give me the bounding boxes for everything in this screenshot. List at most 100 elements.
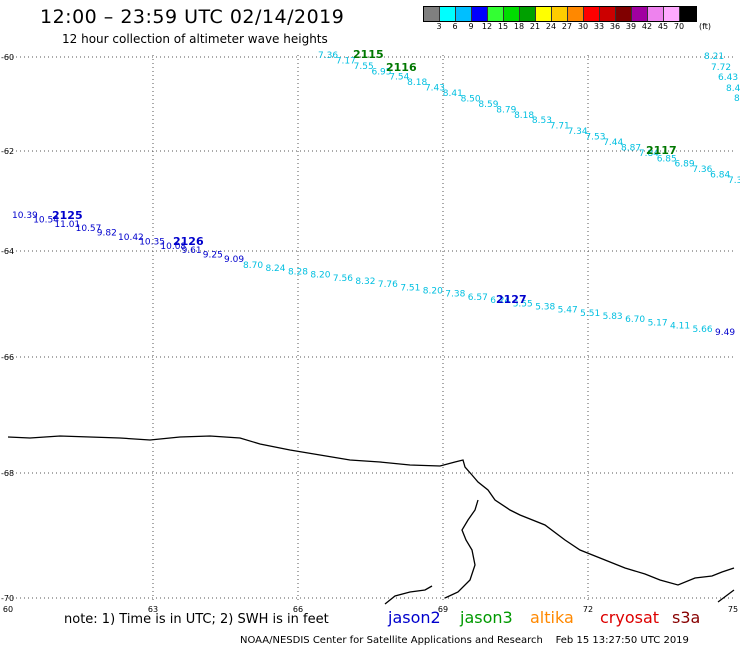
colorbar-swatch — [536, 7, 552, 21]
pass-number-label: 2126 — [173, 235, 204, 248]
wave-height-value: 5.55 — [513, 299, 533, 309]
wave-height-value: 7.38 — [445, 290, 465, 300]
colorbar-unit: (ft) — [698, 22, 712, 31]
colorbar-tick-label: 70 — [673, 22, 685, 31]
wave-height-value: 6.24 — [490, 296, 510, 306]
colorbar-tick-label: 15 — [497, 22, 509, 31]
wave-height-value: 8.21 — [704, 52, 724, 62]
wave-height-value: 10.42 — [118, 233, 144, 243]
page-title: 12:00 – 23:59 UTC 02/14/2019 — [40, 6, 345, 28]
latitude-label: -64 — [1, 247, 14, 256]
wave-height-value: 6.84 — [710, 171, 730, 181]
footer-note: note: 1) Time is in UTC; 2) SWH is in fe… — [64, 612, 329, 627]
wave-height-value: 7.72 — [711, 63, 731, 73]
colorbar-tick-label: 18 — [513, 22, 525, 31]
wave-height-value: 8.24 — [265, 264, 285, 274]
colorbar-swatch — [568, 7, 584, 21]
wave-height-value: 6.89 — [675, 160, 695, 170]
page-subtitle: 12 hour collection of altimeter wave hei… — [62, 32, 328, 46]
wave-height-value: 8.18 — [514, 111, 534, 121]
coastline-fragment — [384, 585, 433, 605]
credit-timestamp: Feb 15 13:27:50 UTC 2019 — [555, 635, 689, 646]
wave-height-value: 7.3 — [728, 176, 740, 186]
axis-tick-labels: -60 -62 -64 -66 -68 -70 60 63 66 69 72 75 — [1, 53, 738, 614]
colorbar-swatch — [456, 7, 472, 21]
wave-height-value: 7.34 — [568, 127, 588, 137]
wave-height-value: 7.43 — [425, 84, 445, 94]
wave-height-value: 8.41 — [443, 89, 463, 99]
wave-height-value: 7.36 — [318, 51, 338, 61]
wave-height-value: 9.25 — [203, 251, 223, 261]
wave-height-value: 8.50 — [461, 94, 481, 104]
wave-height-value: 7.17 — [336, 56, 356, 66]
wave-height-value: 5.38 — [535, 302, 555, 312]
wave-height-value: 11.01 — [54, 220, 80, 230]
latitude-label: -68 — [1, 469, 14, 478]
satellite-legend-jason2: jason2 — [388, 608, 441, 627]
wave-height-value: 5.47 — [558, 306, 578, 316]
colorbar-swatch — [440, 7, 456, 21]
pass-number-label: 2125 — [52, 209, 83, 222]
wave-height-value: 10.08 — [160, 242, 186, 252]
satellite-legend-cryosat: cryosat — [600, 608, 660, 627]
longitude-label: 69 — [438, 605, 448, 614]
colorbar-tick-label: 21 — [529, 22, 541, 31]
wave-height-value: 8.32 — [355, 277, 375, 287]
latitude-label: -62 — [1, 147, 14, 156]
wave-height-value: 7.55 — [354, 62, 374, 72]
wave-height-value: 5.51 — [580, 309, 600, 319]
wave-height-value: 8.70 — [243, 261, 263, 271]
wave-height-value: 7.76 — [378, 280, 398, 290]
colorbar-tick-label: 12 — [481, 22, 493, 31]
colorbar-tick-label: 33 — [593, 22, 605, 31]
wave-height-colorbar — [423, 6, 697, 22]
wave-height-value: 7.56 — [333, 274, 353, 284]
wave-height-value: 10.54 — [33, 215, 59, 225]
colorbar-swatch — [664, 7, 680, 21]
colorbar-swatch — [424, 7, 440, 21]
longitude-label: 75 — [728, 605, 738, 614]
wave-height-value: 7.51 — [400, 283, 420, 293]
colorbar-swatch — [600, 7, 616, 21]
coastline-path — [7, 435, 735, 586]
colorbar-tick-label: 42 — [641, 22, 653, 31]
wave-height-value: 4.11 — [670, 322, 690, 332]
coastline-fragment-east — [717, 589, 735, 603]
longitude-label: 72 — [583, 605, 593, 614]
pass-number-label: 2117 — [646, 144, 677, 157]
colorbar-swatch — [648, 7, 664, 21]
wave-height-value: 10.57 — [76, 224, 102, 234]
latitude-label: -60 — [1, 53, 14, 62]
wave-height-value: 6.70 — [625, 315, 645, 325]
pass-number-label: 2115 — [353, 48, 384, 61]
footer-credit: NOAA/NESDIS Center for Satellite Applica… — [240, 635, 689, 646]
wave-height-value: 8.59 — [478, 100, 498, 110]
wave-height-value: 8 — [734, 94, 740, 104]
wave-height-value: 10.35 — [139, 237, 165, 247]
colorbar-swatch — [632, 7, 648, 21]
colorbar-tick-label: 9 — [468, 22, 474, 31]
longitude-label: 63 — [148, 605, 158, 614]
credit-text: NOAA/NESDIS Center for Satellite Applica… — [240, 635, 543, 646]
satellite-tracks: 7.367.177.556.957.548.187.438.418.508.59… — [12, 48, 740, 338]
ice-shelf-outline — [444, 499, 479, 599]
colorbar-swatch — [552, 7, 568, 21]
wave-height-value: 9.09 — [224, 255, 244, 265]
map-gridlines — [8, 55, 735, 600]
wave-height-value: 8.4 — [726, 84, 740, 94]
wave-height-value: 7.53 — [585, 133, 605, 143]
wave-height-value: 9.49 — [715, 328, 735, 338]
latitude-label: -70 — [1, 594, 14, 603]
wave-height-value: 6.43 — [718, 73, 738, 83]
colorbar-tick-label: 27 — [561, 22, 573, 31]
wave-height-value: 6.95 — [371, 67, 391, 77]
wave-height-value: 7.44 — [603, 138, 623, 148]
colorbar-swatch — [616, 7, 632, 21]
wave-height-value: 9.61 — [182, 246, 202, 256]
wave-height-value: 6.85 — [657, 154, 677, 164]
colorbar-swatch — [520, 7, 536, 21]
latitude-label: -66 — [1, 353, 14, 362]
satellite-legend-altika: altika — [530, 608, 574, 627]
